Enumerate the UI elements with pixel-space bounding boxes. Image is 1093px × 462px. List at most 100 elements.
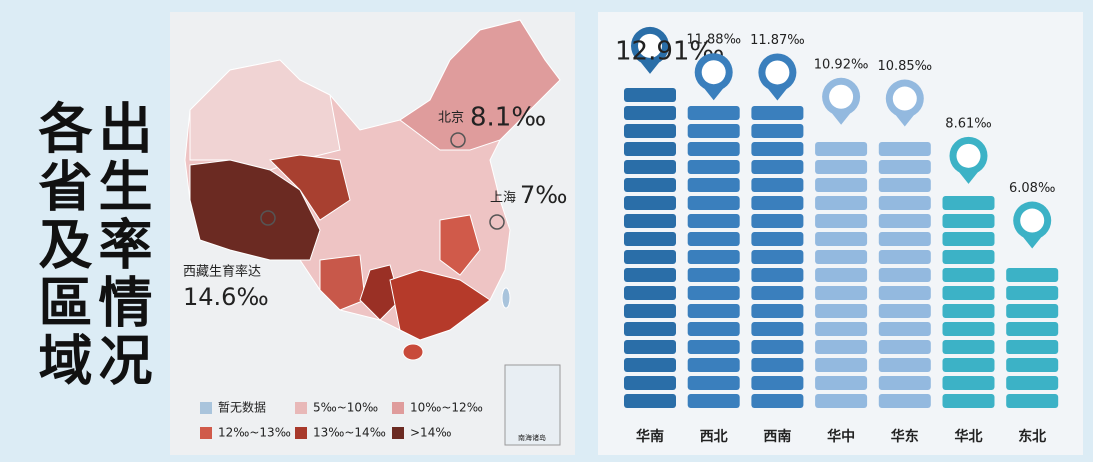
- page: 各省及區域 出生率情况 南海诸岛 北京 8.1‰ 上海 7‰ 西藏生育率达 14…: [0, 0, 1093, 462]
- infographic: 南海诸岛 北京 8.1‰ 上海 7‰ 西藏生育率达 14.6‰ 暂无数据5‰~1…: [0, 0, 1093, 462]
- bar-block: [943, 304, 995, 318]
- bar: [688, 106, 740, 408]
- bar-block: [624, 214, 676, 228]
- bar-block: [751, 286, 803, 300]
- bar-block: [879, 178, 931, 192]
- bar-block: [624, 376, 676, 390]
- legend-swatch: [392, 427, 404, 439]
- bar-block: [751, 160, 803, 174]
- bar-block: [624, 142, 676, 156]
- bar-block: [688, 304, 740, 318]
- bar-block: [751, 394, 803, 408]
- annotation-place: 西藏生育率达: [183, 264, 261, 280]
- x-tick-label: 华北: [955, 428, 983, 445]
- bar-block: [815, 358, 867, 372]
- bar-block: [879, 160, 931, 174]
- bar-block: [624, 286, 676, 300]
- bar-block: [751, 268, 803, 282]
- bar-block: [1006, 376, 1058, 390]
- pin-hole: [893, 87, 917, 111]
- bar-block: [815, 304, 867, 318]
- bar-block: [624, 178, 676, 192]
- bar-block: [688, 178, 740, 192]
- bar-block: [1006, 394, 1058, 408]
- pin-hole: [1020, 209, 1044, 233]
- bar-block: [624, 250, 676, 264]
- pin-hole: [829, 85, 853, 109]
- bar-block: [688, 214, 740, 228]
- annotation-rate: 14.6‰: [183, 283, 269, 311]
- bar-block: [879, 376, 931, 390]
- bar-block: [879, 340, 931, 354]
- x-tick-label: 东北: [1018, 428, 1046, 445]
- bar-block: [751, 250, 803, 264]
- bar-block: [688, 160, 740, 174]
- x-tick-label: 西北: [700, 429, 728, 445]
- legend-label: 12‰~13‰: [218, 426, 291, 440]
- bar-block: [879, 142, 931, 156]
- bar-block: [815, 196, 867, 210]
- legend-swatch: [295, 427, 307, 439]
- bar-block: [879, 250, 931, 264]
- bar-block: [751, 106, 803, 120]
- bar-block: [751, 340, 803, 354]
- bar-block: [815, 376, 867, 390]
- bar-block: [943, 196, 995, 210]
- bar-block: [688, 196, 740, 210]
- bar-block: [815, 178, 867, 192]
- value-label: 11.88‰: [686, 33, 741, 48]
- bar-block: [879, 322, 931, 336]
- bar-block: [815, 394, 867, 408]
- legend-label: >14‰: [410, 426, 451, 440]
- legend-swatch: [200, 427, 212, 439]
- bar-block: [879, 268, 931, 282]
- bar-block: [815, 214, 867, 228]
- bar-block: [751, 178, 803, 192]
- bar-block: [943, 268, 995, 282]
- legend-swatch: [392, 402, 404, 414]
- bar-block: [688, 268, 740, 282]
- bar-block: [624, 124, 676, 138]
- bar-block: [624, 304, 676, 318]
- bar-block: [943, 214, 995, 228]
- bar-block: [688, 322, 740, 336]
- legend-label: 10‰~12‰: [410, 401, 483, 415]
- annotation-rate: 7‰: [520, 181, 567, 209]
- bar-block: [751, 304, 803, 318]
- bar-block: [624, 106, 676, 120]
- annotation-place: 上海: [490, 191, 516, 206]
- bar-block: [688, 340, 740, 354]
- region: [502, 288, 510, 308]
- bar-block: [624, 196, 676, 210]
- bar-block: [624, 160, 676, 174]
- bar-block: [879, 286, 931, 300]
- bar-block: [943, 358, 995, 372]
- legend-swatch: [295, 402, 307, 414]
- x-tick-label: 华中: [827, 428, 855, 445]
- bar-block: [815, 322, 867, 336]
- legend-label: 13‰~14‰: [313, 426, 386, 440]
- bar-block: [815, 286, 867, 300]
- bar-block: [624, 340, 676, 354]
- bar-block: [624, 268, 676, 282]
- value-label: 10.85‰: [877, 59, 932, 74]
- bar-block: [815, 268, 867, 282]
- x-tick-label: 华南: [636, 428, 664, 445]
- bar-block: [688, 376, 740, 390]
- bar-block: [751, 232, 803, 246]
- bar-block: [815, 232, 867, 246]
- bar-block: [943, 286, 995, 300]
- bar: [751, 106, 803, 408]
- legend-label: 5‰~10‰: [313, 401, 378, 415]
- bar-block: [879, 196, 931, 210]
- value-label: 10.92‰: [814, 57, 869, 72]
- bar-block: [751, 376, 803, 390]
- bar-block: [1006, 322, 1058, 336]
- bar: [815, 142, 867, 408]
- bar-block: [879, 304, 931, 318]
- x-tick-label: 华东: [891, 428, 919, 445]
- inset-label: 南海诸岛: [518, 433, 546, 442]
- bar-block: [943, 250, 995, 264]
- bar-block: [688, 124, 740, 138]
- region: [403, 344, 423, 360]
